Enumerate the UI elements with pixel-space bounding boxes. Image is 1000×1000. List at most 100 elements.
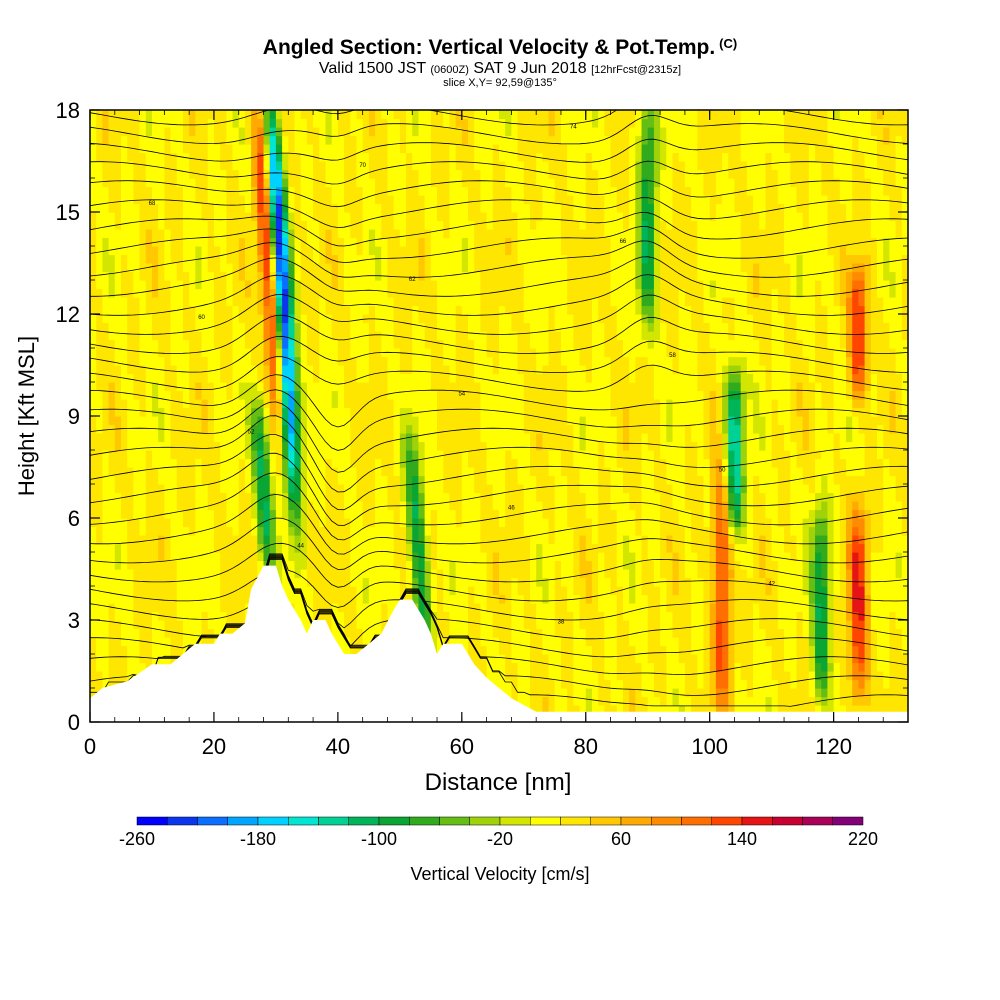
field-cell <box>430 484 438 494</box>
field-cell <box>244 543 252 553</box>
field-cell <box>90 628 97 638</box>
field-cell <box>350 586 358 596</box>
field-cell <box>263 263 271 273</box>
field-cell <box>176 254 184 264</box>
field-cell <box>337 263 345 273</box>
field-cell <box>443 314 451 324</box>
field-cell <box>486 603 494 613</box>
field-cell <box>306 118 314 128</box>
field-cell <box>424 458 432 468</box>
field-cell <box>430 127 438 137</box>
field-cell <box>368 195 376 205</box>
field-cell <box>387 178 395 188</box>
field-cell <box>139 373 147 383</box>
field-cell <box>158 501 165 511</box>
field-cell <box>511 305 519 315</box>
field-cell <box>511 552 519 562</box>
field-cell <box>486 535 494 545</box>
field-cell <box>213 314 221 324</box>
field-cell <box>232 611 240 621</box>
field-cell <box>517 535 525 545</box>
field-cell <box>275 373 283 383</box>
field-cell <box>399 152 407 162</box>
field-cell <box>393 271 401 281</box>
field-cell <box>170 229 178 239</box>
field-cell <box>90 637 97 647</box>
field-cell <box>164 475 172 485</box>
field-cell <box>480 501 488 511</box>
field-cell <box>176 484 184 494</box>
field-cell <box>114 254 122 264</box>
field-cell <box>263 305 271 315</box>
field-cell <box>480 135 488 145</box>
field-cell <box>499 552 506 562</box>
field-cell <box>139 229 147 239</box>
field-cell <box>238 416 246 426</box>
field-cell <box>368 186 376 196</box>
field-cell <box>114 577 122 587</box>
field-cell <box>437 509 444 519</box>
field-cell <box>263 195 271 205</box>
field-cell <box>480 475 488 485</box>
field-cell <box>182 603 190 613</box>
field-cell <box>449 161 457 171</box>
field-cell <box>313 271 320 281</box>
field-cell <box>145 254 153 264</box>
field-cell <box>306 577 314 587</box>
field-cell <box>201 331 209 341</box>
field-cell <box>437 492 444 502</box>
field-cell <box>362 161 370 171</box>
field-cell <box>313 254 320 264</box>
field-cell <box>344 280 351 290</box>
field-cell <box>511 492 519 502</box>
field-cell <box>269 390 277 400</box>
field-cell <box>96 586 103 596</box>
field-cell <box>220 229 227 239</box>
field-cell <box>189 569 196 579</box>
field-cell <box>344 331 351 341</box>
field-cell <box>263 424 271 434</box>
field-cell <box>406 203 413 213</box>
field-cell <box>424 416 432 426</box>
field-cell <box>226 603 234 613</box>
field-cell <box>331 577 339 587</box>
field-cell <box>127 127 134 137</box>
field-cell <box>344 229 351 239</box>
field-cell <box>499 382 506 392</box>
field-cell <box>492 229 500 239</box>
chart-subtitle: Valid 1500 JST (0600Z) SAT 9 Jun 2018 [1… <box>318 60 682 77</box>
field-cell <box>139 127 147 137</box>
field-cell <box>139 467 147 477</box>
field-cell <box>176 195 184 205</box>
field-cell <box>350 237 358 247</box>
field-cell <box>195 127 203 137</box>
field-cell <box>387 450 395 460</box>
field-cell <box>375 237 382 247</box>
field-cell <box>257 399 265 409</box>
field-cell <box>158 603 165 613</box>
field-cell <box>120 671 128 681</box>
field-cell <box>319 237 327 247</box>
field-cell <box>114 637 122 647</box>
field-cell <box>170 569 178 579</box>
field-cell <box>375 263 382 273</box>
field-cell <box>399 594 407 604</box>
field-cell <box>133 356 141 366</box>
field-cell <box>288 365 296 375</box>
field-cell <box>399 237 407 247</box>
field-cell <box>300 161 308 171</box>
field-cell <box>201 152 209 162</box>
field-cell <box>170 127 178 137</box>
field-cell <box>461 331 469 341</box>
field-cell <box>492 467 500 477</box>
field-cell <box>437 373 444 383</box>
field-cell <box>480 407 488 417</box>
field-cell <box>406 492 413 502</box>
field-cell <box>158 586 165 596</box>
field-cell <box>263 110 271 120</box>
field-cell <box>133 314 141 324</box>
field-cell <box>139 356 147 366</box>
field-cell <box>443 144 451 154</box>
field-cell <box>437 305 444 315</box>
field-cell <box>238 560 246 570</box>
